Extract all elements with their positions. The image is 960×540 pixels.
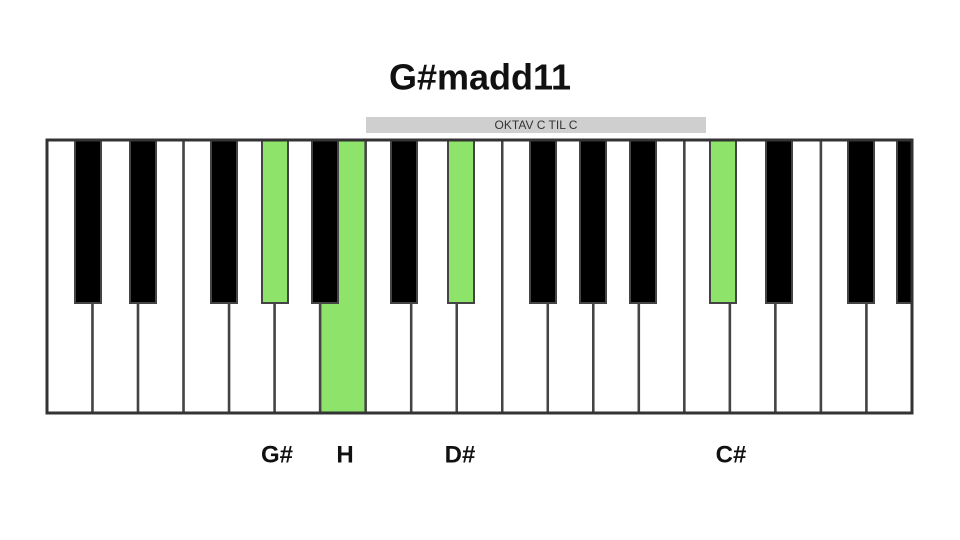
black-key bbox=[261, 139, 289, 304]
note-label: H bbox=[336, 441, 353, 468]
black-key bbox=[390, 139, 418, 304]
black-key bbox=[311, 139, 339, 304]
black-key bbox=[579, 139, 607, 304]
black-key bbox=[74, 139, 102, 304]
keyboard bbox=[45, 138, 914, 415]
note-label: D# bbox=[445, 441, 476, 468]
chord-title: G#madd11 bbox=[389, 57, 571, 98]
black-key bbox=[629, 139, 657, 304]
black-key bbox=[709, 139, 737, 304]
black-key bbox=[847, 139, 875, 304]
black-key bbox=[896, 139, 913, 304]
black-key bbox=[447, 139, 475, 304]
black-key bbox=[210, 139, 238, 304]
octave-label: OKTAV C TIL C bbox=[495, 118, 578, 132]
black-key bbox=[129, 139, 157, 304]
black-key bbox=[765, 139, 793, 304]
octave-bar bbox=[366, 117, 706, 133]
note-label: G# bbox=[261, 441, 293, 468]
black-key bbox=[529, 139, 557, 304]
keyboard-frame bbox=[45, 138, 914, 415]
note-label: C# bbox=[716, 441, 747, 468]
